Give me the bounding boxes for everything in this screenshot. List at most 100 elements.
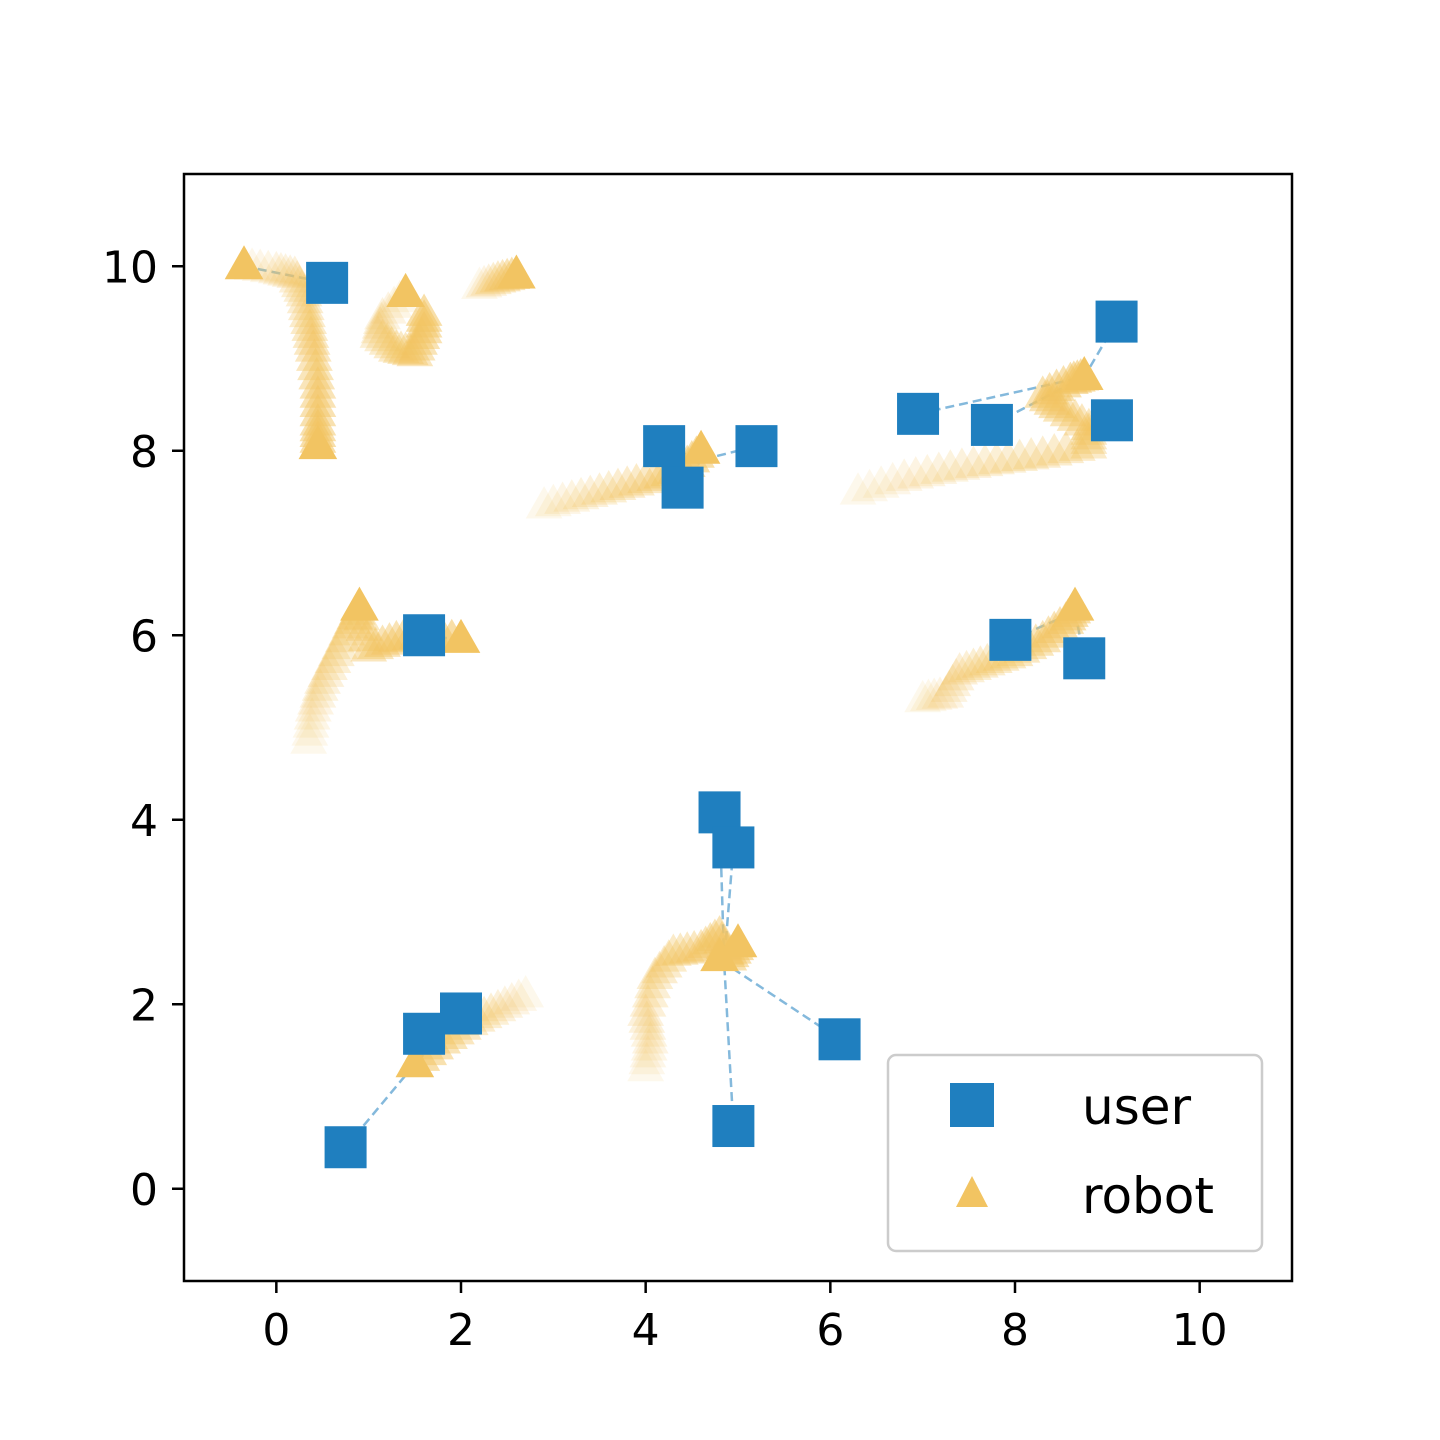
- robot-trail-marker: [1049, 393, 1087, 427]
- robot-trail-marker: [627, 460, 665, 494]
- robot-trail-marker: [294, 329, 332, 362]
- user-point: [989, 618, 1032, 661]
- robot-trail-marker: [904, 679, 942, 713]
- robot-trail-marker: [401, 322, 438, 355]
- robot-trail-marker: [299, 675, 337, 708]
- robot-trail-marker: [493, 981, 531, 1015]
- robot-trail-marker: [1070, 421, 1108, 454]
- robot-trail-marker: [839, 472, 877, 505]
- robot-trail-marker: [328, 612, 366, 646]
- robot-trail-marker: [968, 642, 1006, 676]
- robot-trail-marker: [627, 1048, 665, 1082]
- y-tick-label: 4: [130, 796, 158, 847]
- robot-trail-marker: [486, 985, 524, 1018]
- robot-trail-marker: [359, 315, 397, 348]
- robot-trail-marker: [321, 626, 359, 660]
- robot-trail-marker: [920, 451, 958, 484]
- user-point: [440, 992, 482, 1035]
- robot-trail-marker: [396, 333, 434, 367]
- robot-trail-marker: [331, 606, 369, 639]
- robot-trail-marker: [361, 306, 399, 339]
- robot-trail-marker: [675, 930, 713, 963]
- user-point: [1063, 637, 1106, 680]
- robot-trail-marker: [291, 308, 329, 341]
- robot-trail-marker: [391, 332, 429, 366]
- robot-trail-marker: [360, 310, 398, 344]
- robot-trail-marker: [1056, 398, 1094, 431]
- robot-trail-marker: [654, 933, 692, 966]
- user-point: [818, 1018, 861, 1061]
- robot-trail-marker: [299, 375, 337, 408]
- robot-trail-marker: [645, 945, 683, 978]
- robot-trail-marker: [271, 254, 309, 287]
- robot-trail-marker: [345, 608, 383, 641]
- x-tick-label: 6: [816, 1305, 844, 1356]
- robot-trail-marker: [628, 1041, 666, 1075]
- robot-trail-marker: [364, 318, 401, 352]
- robot-point: [497, 254, 536, 289]
- robot-trail-marker: [357, 626, 394, 660]
- robot-trail-marker: [851, 468, 888, 502]
- robot-trail-marker: [369, 291, 407, 324]
- x-axis: 0 2 4 6 8 10: [262, 1281, 1228, 1356]
- robot-trail-marker: [1024, 619, 1062, 653]
- robot-trail-marker: [636, 956, 674, 989]
- robot-trail-marker: [955, 445, 992, 478]
- robot-trail-marker: [682, 928, 720, 962]
- user-point: [403, 1012, 446, 1055]
- robot-trail-marker: [298, 356, 336, 390]
- user-point: [403, 614, 446, 657]
- robot-trail-marker: [479, 988, 517, 1022]
- user-point: [324, 1126, 367, 1169]
- robot-trail-marker: [317, 633, 355, 667]
- legend-label-robot: robot: [1082, 1167, 1214, 1225]
- user-point: [712, 826, 755, 869]
- robot-trail-marker: [618, 463, 655, 496]
- legend: user robot: [886, 1053, 1264, 1253]
- robot-trail-marker: [885, 458, 923, 491]
- robot-trail-marker: [908, 453, 946, 487]
- y-tick-label: 0: [130, 1165, 158, 1216]
- robot-trail-marker: [631, 975, 669, 1008]
- robot-point: [700, 937, 739, 972]
- robot-trail-marker: [634, 965, 671, 999]
- robot-trail-marker: [915, 677, 953, 710]
- robot-trail-marker: [943, 447, 981, 480]
- robot-trail-marker: [910, 678, 947, 712]
- robot-trail-marker: [941, 652, 978, 685]
- robot-point: [386, 272, 425, 307]
- robot-trail-marker: [350, 629, 388, 662]
- robot-trail-marker: [668, 931, 706, 964]
- robot-trail-marker: [373, 325, 411, 359]
- robot-trail-marker: [507, 975, 545, 1008]
- robot-trail-marker: [629, 1007, 667, 1040]
- robot-trail-marker: [292, 315, 330, 348]
- robot-point: [224, 245, 264, 280]
- robot-trail-marker: [290, 721, 328, 754]
- user-point: [661, 466, 704, 509]
- robot-trail-marker: [289, 294, 326, 328]
- robot-trail-marker: [534, 483, 572, 517]
- robot-trail-marker: [862, 465, 900, 498]
- robot-trail-marker: [978, 441, 1015, 475]
- robot-trail-marker: [629, 984, 667, 1017]
- x-tick-label: 8: [1001, 1305, 1029, 1356]
- robot-trail-marker: [1042, 389, 1080, 422]
- robot-trail-marker: [571, 474, 609, 507]
- robot-trail-marker: [262, 252, 300, 285]
- robot-trail-marker: [544, 481, 581, 514]
- robot-trail-marker: [948, 649, 985, 683]
- robot-trail-marker: [387, 331, 424, 364]
- robot-trail-marker: [286, 280, 324, 314]
- robot-point: [681, 429, 721, 464]
- robot-trail-marker: [1030, 615, 1067, 648]
- robot-trail-marker: [590, 469, 628, 503]
- plot-frame: [182, 172, 1294, 1283]
- robot-trail-marker: [362, 301, 400, 334]
- robot-trail-marker: [599, 467, 637, 501]
- legend-marker-robot: [956, 1176, 988, 1207]
- y-tick-label: 10: [102, 242, 158, 293]
- robot-trail-marker: [661, 932, 699, 965]
- robot-trail-marker: [377, 329, 415, 362]
- robot-trail-marker: [1001, 438, 1039, 471]
